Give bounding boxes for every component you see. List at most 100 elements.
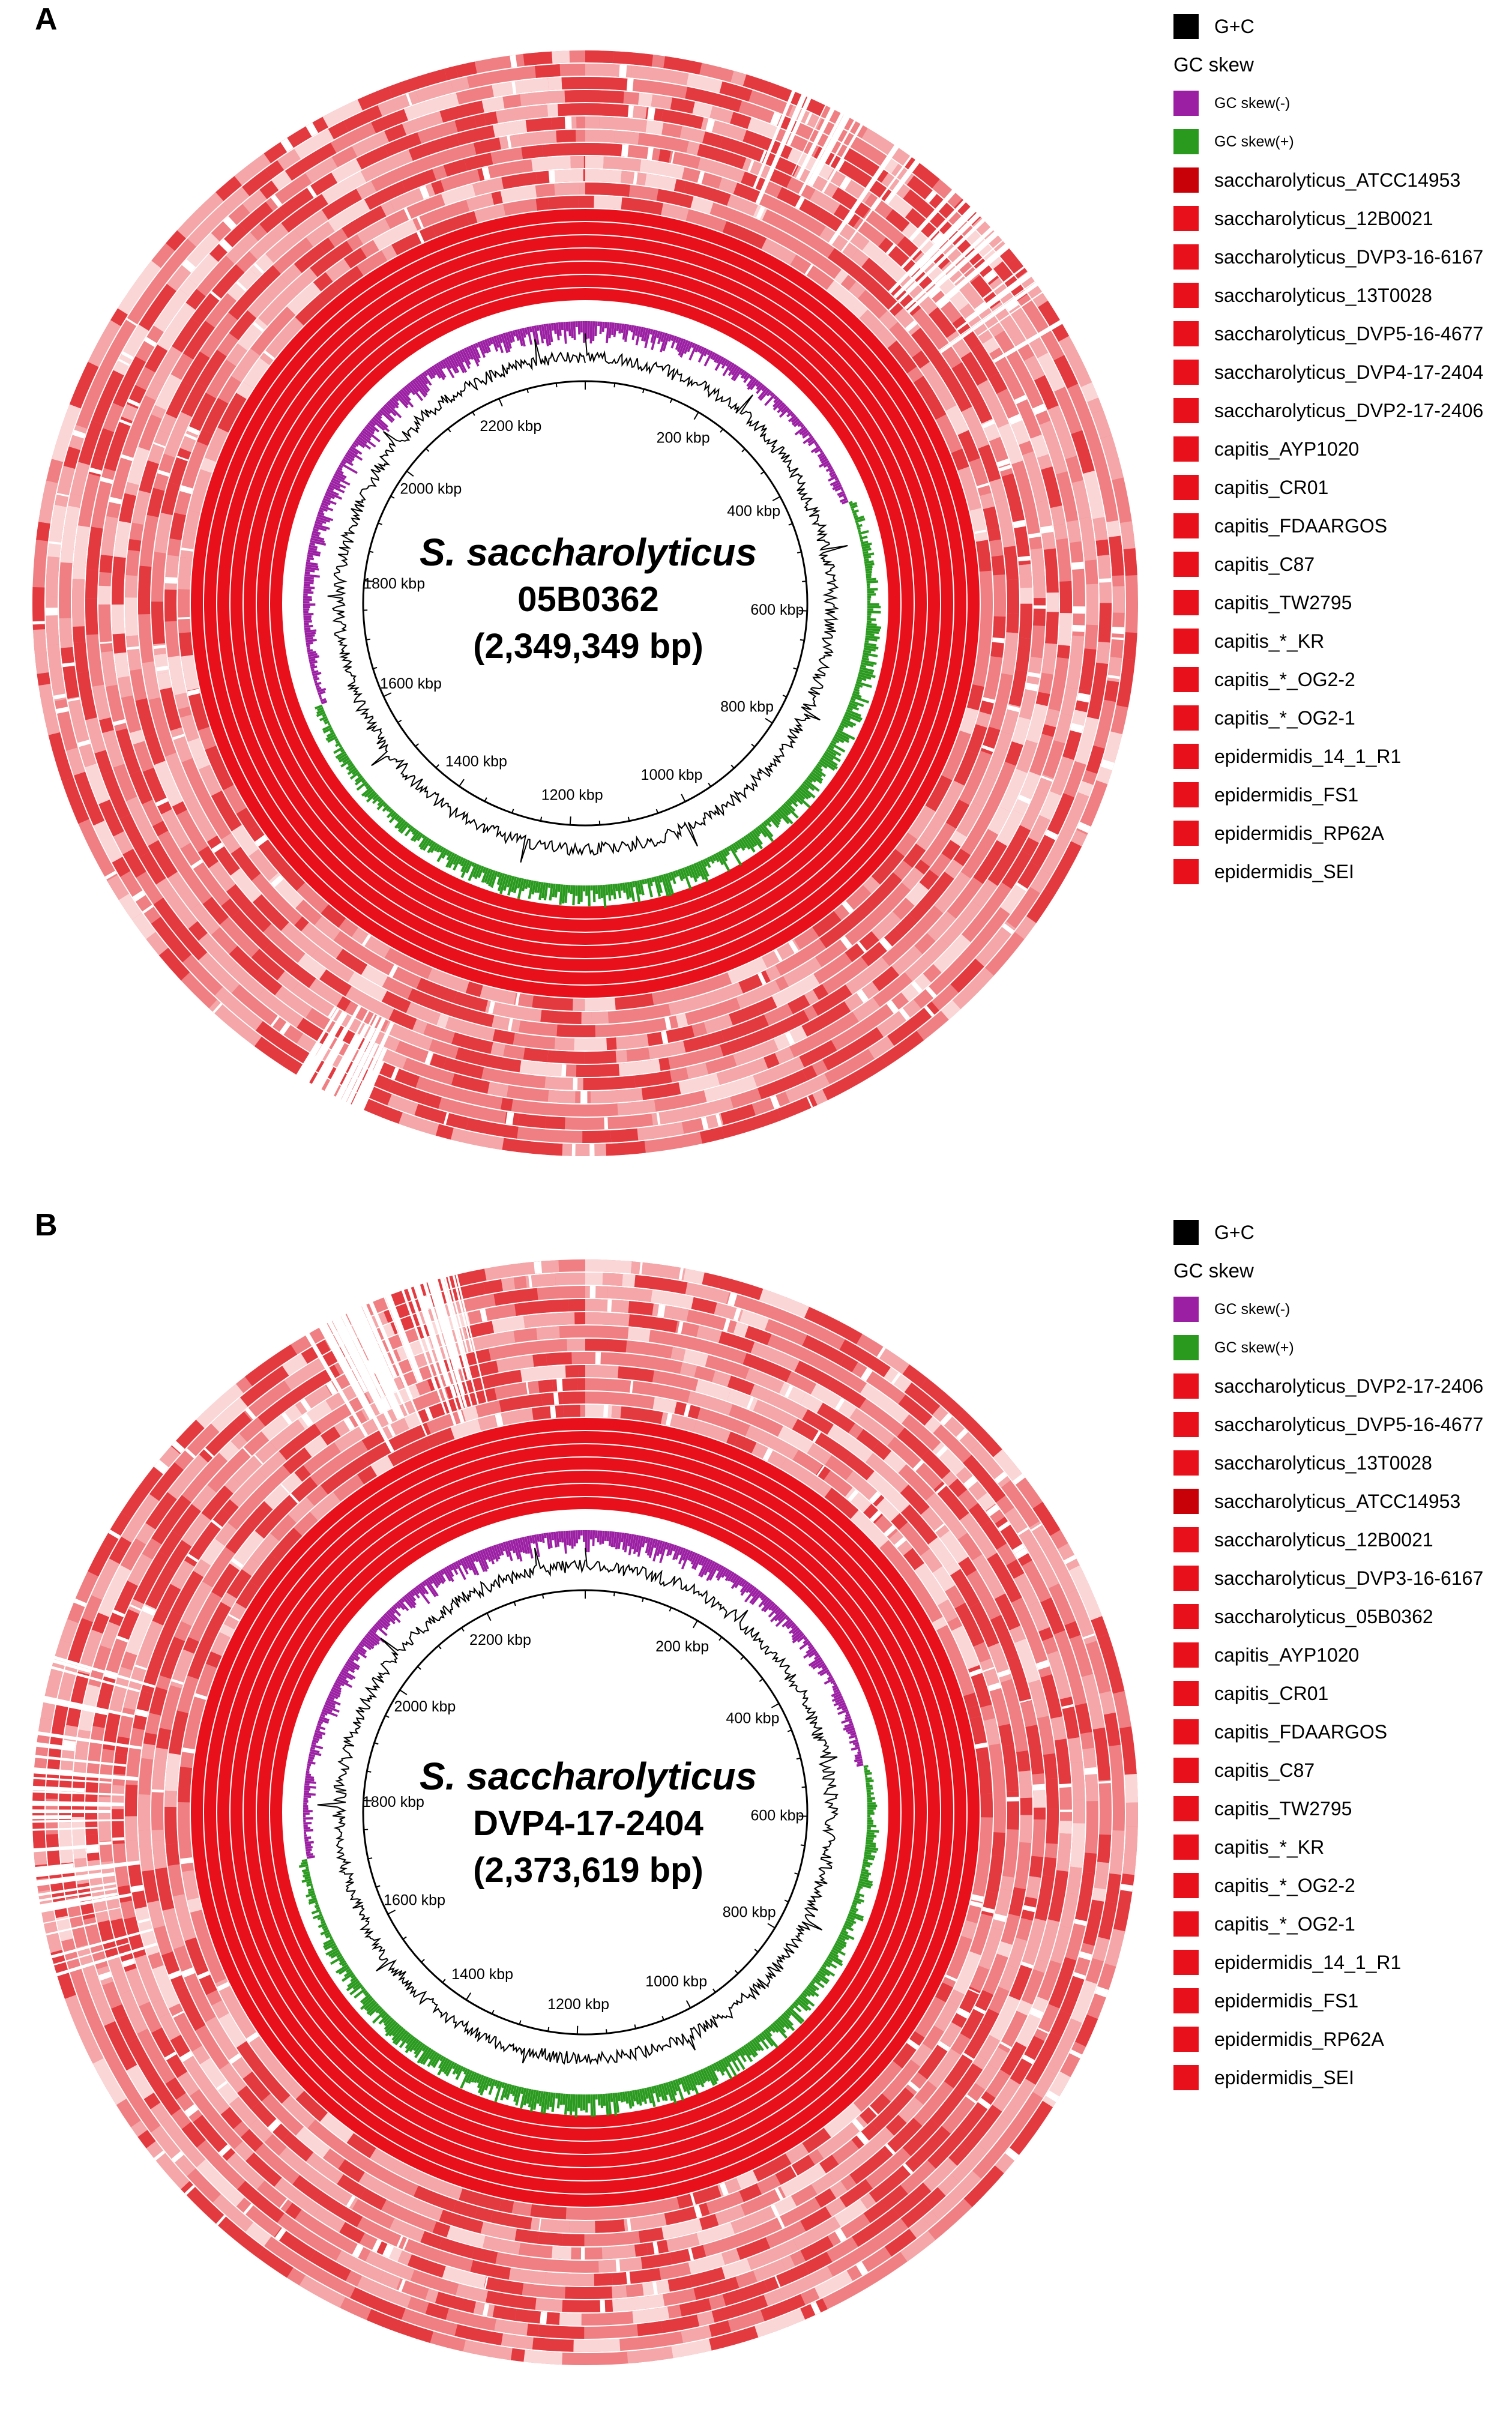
gc-skew-bar: [481, 340, 489, 354]
ring-gap: [419, 185, 430, 199]
gc-skew-bar: [610, 2093, 613, 2102]
ring-gap: [246, 2031, 259, 2043]
gc-skew-bar: [715, 852, 724, 866]
ring-gap: [331, 1317, 384, 1414]
gc-skew-bar: [867, 586, 870, 589]
gc-skew-bar: [604, 322, 607, 329]
gc-skew-bar: [861, 657, 870, 661]
gc-skew-bar: [318, 1718, 329, 1724]
ring-gap: [356, 1084, 372, 1110]
gc-skew-bar: [420, 2048, 432, 2064]
gc-skew-bar: [629, 881, 636, 902]
ring-segment: [211, 2000, 229, 2019]
gc-skew-bar: [841, 499, 849, 505]
ring-gap: [40, 1893, 131, 1913]
ring-segment: [112, 857, 131, 877]
gc-skew-bar: [313, 525, 327, 532]
legend-label: saccharolyticus_DVP5-16-4677: [1214, 322, 1484, 345]
gc-skew-bar: [495, 335, 504, 354]
ring-segment: [612, 2268, 661, 2285]
axis-tick: [712, 1988, 716, 1993]
ring-segment: [152, 1610, 182, 1659]
ring-gap: [153, 442, 166, 448]
ring-gap: [269, 2120, 282, 2132]
gc-skew-bar: [828, 744, 835, 750]
gc-skew-bar: [866, 1784, 873, 1788]
ring-gap: [788, 940, 799, 953]
gc-skew-bar: [372, 1625, 379, 1632]
gc-skew-bar: [460, 858, 466, 867]
ring-segment: [72, 525, 90, 580]
gc-skew-bar: [743, 373, 751, 384]
gc-skew-bar: [822, 1964, 827, 1968]
ring-segment: [621, 197, 663, 216]
ring-segment: [46, 556, 60, 597]
ring-segment: [1015, 638, 1031, 672]
gc-skew-bar: [400, 2031, 410, 2042]
gc-skew-bar: [310, 1746, 316, 1750]
ring-segment: [85, 569, 98, 599]
ring-segment: [456, 125, 495, 146]
gc-skew-bar: [767, 818, 772, 823]
ring-segment: [310, 241, 354, 277]
ring-segment: [1107, 657, 1122, 683]
gc-skew-bar: [790, 795, 798, 803]
ring-gap: [929, 287, 941, 299]
gc-skew-bar: [832, 1947, 846, 1956]
ring-segment: [157, 303, 196, 351]
ring-gap: [32, 621, 45, 625]
axis-tick: [367, 1770, 372, 1773]
ring-gap: [1099, 578, 1112, 583]
gc-skew-bar: [391, 1606, 402, 1617]
ring-gap: [142, 1605, 155, 1616]
ring-gap: [1025, 683, 1038, 692]
ring-segment: [226, 884, 255, 914]
ring-segment: [286, 1384, 308, 1405]
ring-gap: [142, 904, 154, 914]
gc-skew-bar: [457, 351, 465, 363]
ring-segment: [255, 1499, 293, 1539]
ring-segment: [651, 1290, 694, 1309]
gc-skew-bar: [749, 831, 764, 849]
ring-segment: [1040, 1597, 1065, 1635]
ring-segment: [990, 301, 1028, 349]
ring-segment: [1053, 355, 1079, 389]
ring-gap: [368, 1300, 414, 1400]
gc-skew-bar: [864, 642, 877, 647]
ring-gap: [1023, 1905, 1036, 1913]
gc-skew-bar: [319, 507, 328, 512]
ring-segment: [826, 1377, 866, 1409]
gc-skew-bar: [372, 794, 379, 801]
gc-skew-bar: [466, 1555, 477, 1576]
gc-skew-bar: [663, 873, 672, 896]
ring-segment: [466, 211, 478, 225]
gc-skew-bar: [679, 2077, 687, 2092]
gc-skew-bar: [819, 450, 824, 453]
ring-segment: [666, 2233, 700, 2252]
ring-segment: [294, 210, 329, 240]
ring-segment: [785, 2143, 809, 2164]
ring-segment: [900, 1504, 925, 1530]
gc-skew-bar: [774, 2020, 786, 2034]
gc-skew-bar: [839, 497, 848, 503]
gc-skew-bar: [653, 2085, 660, 2103]
gc-skew-bar: [357, 1644, 367, 1653]
ring-segment: [1006, 613, 1019, 633]
ring-segment: [1000, 1875, 1014, 1891]
ring-segment: [282, 2095, 316, 2129]
gc-skew-bar: [824, 1959, 837, 1969]
gc-skew-bar: [308, 547, 318, 551]
gc-skew-bar: [303, 1829, 313, 1832]
ring-segment: [801, 1001, 851, 1037]
ring-gap: [176, 455, 188, 462]
ring-segment: [231, 909, 272, 951]
axis-tick: [425, 448, 430, 452]
ring-gap: [317, 1065, 334, 1091]
ring-segment: [852, 997, 881, 1022]
ring-segment: [1044, 841, 1082, 896]
ring-segment: [819, 917, 854, 948]
gc-skew-bar: [402, 387, 410, 396]
gc-skew-bar: [433, 1573, 442, 1584]
ring-segment: [747, 2239, 799, 2270]
gc-skew-bar: [475, 1551, 486, 1572]
